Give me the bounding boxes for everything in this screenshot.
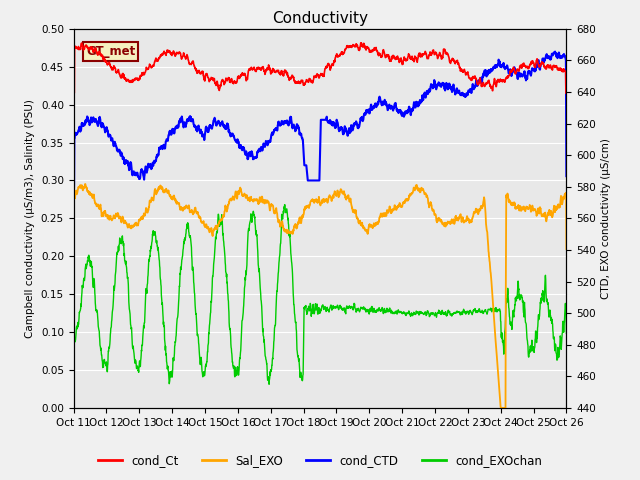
Y-axis label: CTD, EXO conductivity (μS/cm): CTD, EXO conductivity (μS/cm) (602, 138, 611, 299)
Title: Conductivity: Conductivity (272, 11, 368, 26)
Y-axis label: Campbell conductivity (μS/m3), Salinity (PSU): Campbell conductivity (μS/m3), Salinity … (25, 99, 35, 338)
Text: GT_met: GT_met (86, 45, 135, 59)
Legend: cond_Ct, Sal_EXO, cond_CTD, cond_EXOchan: cond_Ct, Sal_EXO, cond_CTD, cond_EXOchan (93, 449, 547, 472)
